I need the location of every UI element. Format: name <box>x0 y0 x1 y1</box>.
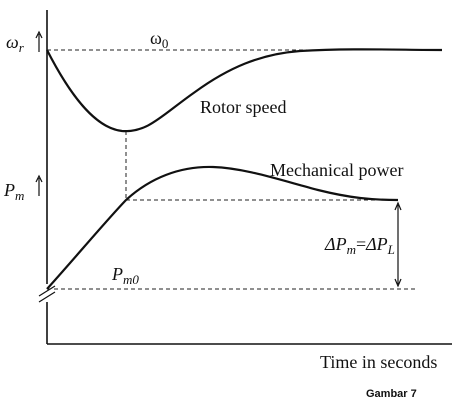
mechanical-power-curve <box>46 165 399 290</box>
delta-pm-arrow-icon <box>394 201 402 288</box>
pm-label: Pm <box>3 180 24 203</box>
axis-break-icon <box>38 285 56 303</box>
rotor-speed-curve <box>46 48 443 133</box>
omega0-label: ω0 <box>150 28 168 51</box>
delta-pm-equals-delta-pl-label: ΔPm=ΔPL <box>324 234 395 257</box>
figure-caption: Gambar 7 <box>366 388 417 400</box>
omega-arrow-icon <box>35 30 43 52</box>
pm0-label: Pm0 <box>111 264 139 287</box>
x-axis-title: Time in seconds <box>320 352 437 372</box>
rotor-speed-label: Rotor speed <box>200 97 286 117</box>
omega-r-label: ωr <box>6 32 25 55</box>
pm-arrow-icon <box>35 174 43 196</box>
mechanical-power-label: Mechanical power <box>270 160 403 180</box>
